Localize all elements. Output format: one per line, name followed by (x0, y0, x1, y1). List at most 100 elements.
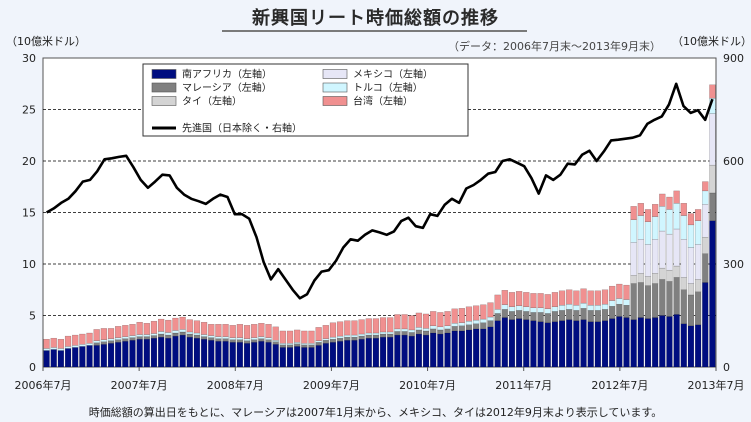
x-tick-label: 2011年7月 (495, 378, 552, 392)
right-tick-label: 600 (723, 155, 744, 168)
bar-taiwan (301, 330, 308, 344)
bar-south-africa (336, 341, 344, 368)
bar-turkey (680, 215, 687, 240)
bar-turkey (64, 346, 72, 349)
bar-taiwan (150, 320, 158, 334)
bar-south-africa (673, 314, 680, 368)
bar-malaysia (308, 344, 315, 348)
bar-south-africa (79, 346, 86, 368)
bar-turkey (351, 334, 358, 338)
bar-turkey (115, 337, 122, 340)
bar-south-africa (93, 345, 100, 368)
bar-malaysia (208, 337, 215, 341)
bar-turkey (279, 343, 286, 346)
bar-south-africa (86, 345, 93, 368)
bar-south-africa (107, 343, 115, 368)
bar-turkey (652, 216, 659, 240)
bar-south-africa (394, 334, 401, 368)
bar-malaysia (186, 333, 193, 338)
bar-mexico (666, 233, 673, 271)
bar-turkey (165, 332, 172, 336)
bar-turkey (401, 328, 408, 332)
bar-taiwan (709, 84, 716, 99)
bar-south-africa (652, 317, 659, 368)
bar-south-africa (630, 319, 637, 368)
bar-malaysia (702, 253, 709, 283)
bar-turkey (294, 342, 301, 345)
bar-south-africa (315, 345, 322, 368)
bar-south-africa (351, 340, 358, 368)
bar-malaysia (694, 291, 702, 325)
bar-turkey (322, 338, 329, 341)
bar-south-africa (480, 328, 487, 368)
bar-malaysia (430, 328, 437, 334)
bar-malaysia (100, 341, 107, 345)
bar-malaysia (243, 340, 251, 344)
bar-turkey (673, 203, 680, 230)
bar-turkey (437, 326, 444, 331)
bar-taiwan (422, 313, 430, 329)
left-axis-unit: （10億米ドル） (6, 35, 86, 48)
x-tick-label: 2010年7月 (399, 378, 456, 392)
bar-malaysia (422, 330, 430, 336)
bar-taiwan (430, 311, 437, 327)
bar-turkey (566, 303, 573, 310)
bar-mexico (659, 230, 666, 269)
bar-taiwan (515, 291, 523, 306)
bar-taiwan (72, 334, 79, 346)
bar-malaysia (401, 331, 408, 336)
bar-taiwan (458, 308, 465, 323)
bar-turkey (415, 327, 423, 331)
bar-mexico (644, 244, 652, 277)
title-underline (222, 30, 527, 32)
x-tick-label: 2013年7月 (688, 378, 745, 392)
bar-taiwan (215, 324, 222, 337)
bar-south-africa (294, 346, 301, 368)
bar-malaysia (286, 344, 294, 348)
bar-south-africa (243, 343, 251, 368)
bar-south-africa (193, 337, 201, 368)
footnote: 時価総額の算出日をもとに、マレーシアは2007年1月末から、メキシコ、タイは20… (88, 406, 663, 419)
left-tick-label: 10 (22, 258, 36, 271)
bar-south-africa (558, 320, 566, 368)
bar-malaysia (172, 332, 179, 337)
bar-south-africa (258, 341, 265, 368)
bar-turkey (86, 343, 93, 346)
bar-south-africa (473, 328, 480, 368)
bar-south-africa (344, 340, 351, 368)
legend-label-malaysia: マレーシア（左軸） (182, 81, 272, 94)
bar-malaysia (544, 313, 551, 323)
bar-turkey (308, 343, 315, 346)
chart-subtitle: （データ：2006年7月末～2013年9月末） (448, 40, 661, 53)
bar-turkey (465, 320, 473, 325)
bar-taiwan (64, 335, 72, 347)
bar-turkey (372, 332, 380, 336)
bar-taiwan (100, 328, 107, 340)
bar-south-africa (659, 315, 666, 368)
bar-south-africa (208, 340, 215, 368)
bar-taiwan (659, 193, 666, 207)
bar-malaysia (515, 310, 523, 319)
bar-malaysia (372, 334, 380, 339)
bar-mexico (673, 228, 680, 267)
bar-taiwan (666, 196, 673, 210)
bar-south-africa (544, 322, 551, 368)
bar-taiwan (372, 318, 380, 334)
bar-taiwan (258, 323, 265, 337)
bar-turkey (358, 333, 365, 337)
bar-turkey (694, 220, 702, 245)
left-tick-label: 20 (22, 155, 36, 168)
bar-taiwan (694, 209, 702, 221)
bar-malaysia (566, 309, 573, 320)
bar-malaysia (358, 335, 365, 340)
bar-turkey (136, 334, 143, 337)
bar-turkey (387, 331, 394, 335)
bar-turkey (258, 336, 265, 339)
bar-taiwan (566, 289, 573, 305)
bar-south-africa (616, 316, 623, 368)
bar-south-africa (566, 319, 573, 368)
bar-south-africa (301, 347, 308, 368)
bar-malaysia (480, 322, 487, 330)
bar-mexico (652, 239, 659, 274)
